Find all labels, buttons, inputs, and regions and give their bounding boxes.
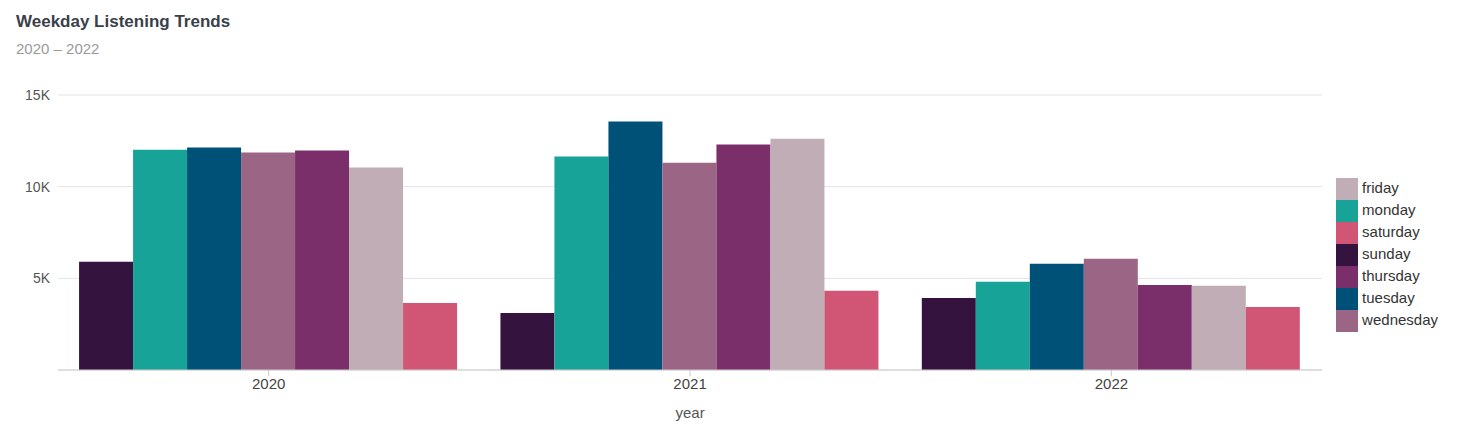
svg-text:10K: 10K: [25, 179, 51, 195]
svg-text:2020: 2020: [252, 375, 285, 392]
svg-text:year: year: [675, 404, 704, 421]
html-text:Weekday Listening Trends: Weekday Listening Trends: [16, 12, 231, 31]
html-text:sunday: sunday: [1362, 245, 1411, 262]
html-text:tuesday: tuesday: [1362, 289, 1415, 306]
html-text:2020 – 2022: 2020 – 2022: [16, 40, 100, 57]
svg-text:2022: 2022: [1095, 375, 1128, 392]
html-text:friday: friday: [1362, 179, 1399, 196]
html-text:saturday: saturday: [1362, 223, 1420, 240]
html-text:wednesday: wednesday: [1362, 311, 1438, 328]
svg-text:5K: 5K: [33, 270, 51, 286]
svg-text:2021: 2021: [673, 375, 706, 392]
svg-text:15K: 15K: [25, 87, 51, 103]
html-text:monday: monday: [1362, 201, 1416, 218]
html-text:thursday: thursday: [1362, 267, 1420, 284]
